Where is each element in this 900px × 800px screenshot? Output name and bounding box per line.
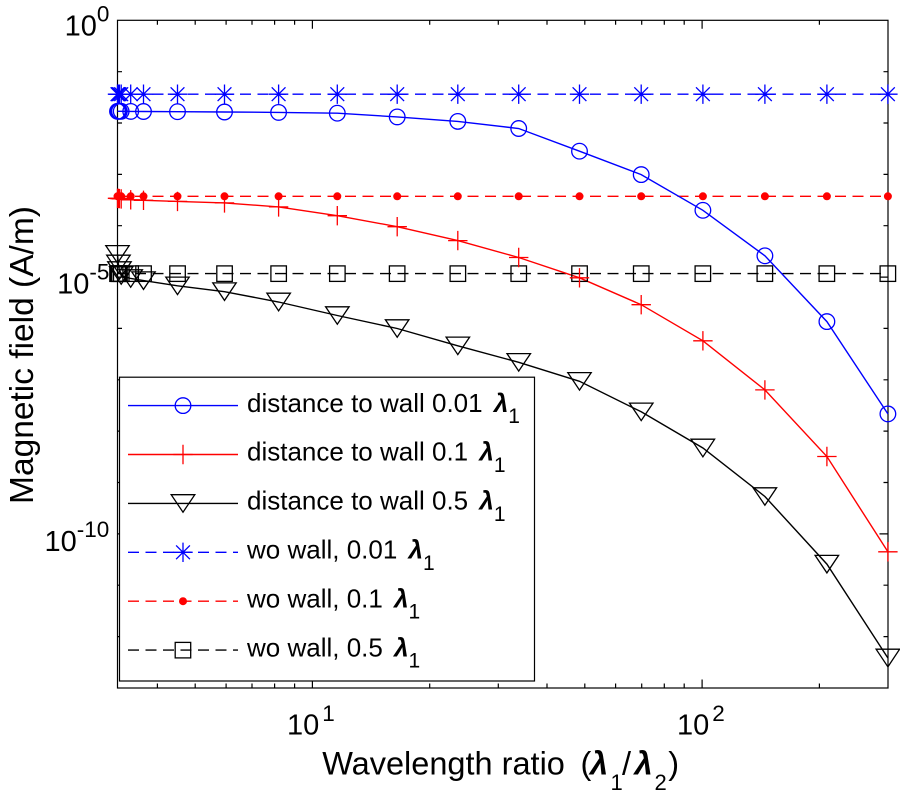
svg-text:-5: -5 [89, 259, 109, 284]
svg-text:10: 10 [45, 526, 77, 558]
svg-text:0: 0 [97, 1, 110, 26]
svg-text:Magnetic field (A/m): Magnetic field (A/m) [4, 206, 41, 504]
svg-text:10: 10 [65, 11, 97, 43]
svg-text:2: 2 [712, 701, 725, 726]
svg-text:10: 10 [287, 710, 319, 742]
svg-text:1: 1 [322, 701, 335, 726]
svg-text:-10: -10 [77, 517, 110, 542]
svg-text:10: 10 [57, 269, 89, 301]
svg-text:10: 10 [677, 710, 709, 742]
